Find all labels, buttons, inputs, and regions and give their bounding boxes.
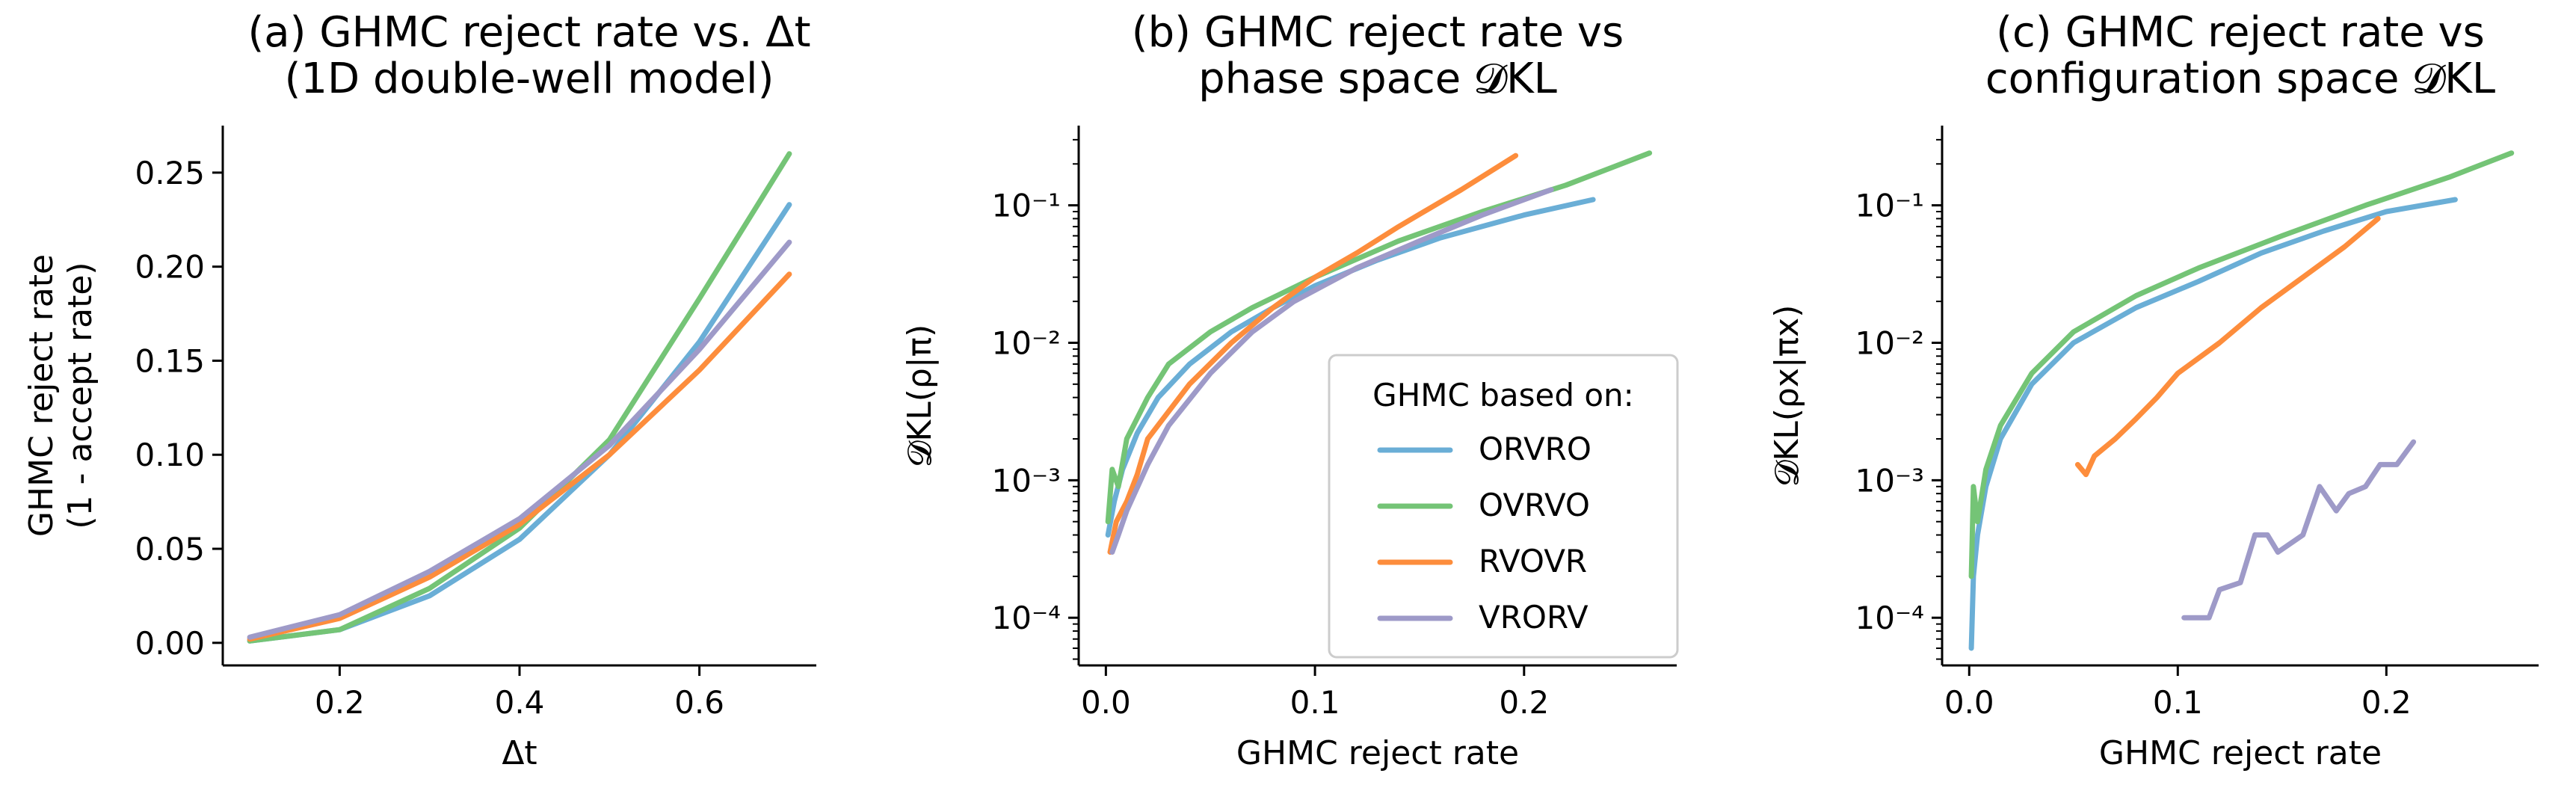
chart-title-line: (c) GHMC reject rate vs xyxy=(1996,8,2485,57)
chart-title-line: (1D double-well model) xyxy=(285,55,774,103)
chart-title-line: phase space 𝓓KL xyxy=(1198,55,1557,103)
y-tick-label: 0.05 xyxy=(135,531,205,567)
series-line-rvovr xyxy=(1107,153,1519,555)
x-tick-label: 0.2 xyxy=(315,684,365,721)
series-line-vrorv xyxy=(1109,187,1554,555)
legend-entry: ORVRO xyxy=(1479,431,1591,467)
legend-entry: RVOVR xyxy=(1479,543,1587,579)
panel-a: (a) GHMC reject rate vs. Δt(1D double-we… xyxy=(22,8,816,772)
series-line-orvro xyxy=(1968,197,2458,651)
series-line-vrorv xyxy=(247,239,792,640)
x-axis-label: GHMC reject rate xyxy=(2099,734,2382,772)
y-tick-label: 10⁻² xyxy=(992,324,1061,361)
y-tick-label: 0.20 xyxy=(135,249,205,286)
x-tick-label: 0.2 xyxy=(2361,684,2412,721)
y-tick-label: 0.25 xyxy=(135,155,205,191)
series-line-orvro xyxy=(247,202,792,644)
x-tick-label: 0.4 xyxy=(495,684,545,721)
y-tick-label: 10⁻¹ xyxy=(992,188,1061,224)
series-line-ovrvo xyxy=(1968,150,2515,579)
chart-title-line: configuration space 𝓓KL xyxy=(1985,55,2495,103)
x-tick-label: 0.1 xyxy=(1290,684,1340,721)
y-axis-label: 𝓓KL(ρ|π) xyxy=(901,324,939,467)
y-axis-label: 𝓓KL(ρx|πx) xyxy=(1768,305,1806,487)
x-axis-label: Δt xyxy=(502,734,537,772)
y-tick-label: 10⁻⁴ xyxy=(1855,600,1924,636)
x-tick-label: 0.0 xyxy=(1944,684,1994,721)
y-tick-label: 10⁻² xyxy=(1855,324,1924,361)
series-line-ovrvo xyxy=(1105,150,1653,525)
y-tick-label: 10⁻⁴ xyxy=(992,600,1061,636)
y-axis-label: (1 - accept rate) xyxy=(61,262,99,529)
x-axis-label: GHMC reject rate xyxy=(1236,734,1519,772)
y-tick-label: 10⁻³ xyxy=(992,462,1061,499)
legend-entry: OVRVO xyxy=(1479,487,1590,523)
y-tick-label: 10⁻³ xyxy=(1855,462,1924,499)
y-axis-label: GHMC reject rate xyxy=(22,254,61,537)
y-tick-label: 10⁻¹ xyxy=(1855,188,1924,224)
x-tick-label: 0.6 xyxy=(674,684,724,721)
series-line-rvovr xyxy=(2074,215,2381,478)
series-line-ovrvo xyxy=(247,151,792,644)
chart-title-line: (b) GHMC reject rate vs xyxy=(1132,8,1624,57)
x-tick-label: 0.2 xyxy=(1499,684,1549,721)
y-tick-label: 0.15 xyxy=(135,342,205,379)
legend-box xyxy=(1328,354,1679,659)
legend-entry: VRORV xyxy=(1479,599,1589,636)
y-tick-label: 0.10 xyxy=(135,437,205,473)
series-line-rvovr xyxy=(247,271,792,642)
x-tick-label: 0.1 xyxy=(2153,684,2203,721)
y-tick-label: 0.00 xyxy=(135,625,205,662)
x-tick-label: 0.0 xyxy=(1081,684,1131,721)
chart-title-line: (a) GHMC reject rate vs. Δt xyxy=(247,8,810,57)
legend-title: GHMC based on: xyxy=(1372,377,1634,413)
series-line-vrorv xyxy=(2181,439,2417,621)
legend: GHMC based on: ORVRO OVRVO RVOVR VRORV xyxy=(1328,354,1679,659)
